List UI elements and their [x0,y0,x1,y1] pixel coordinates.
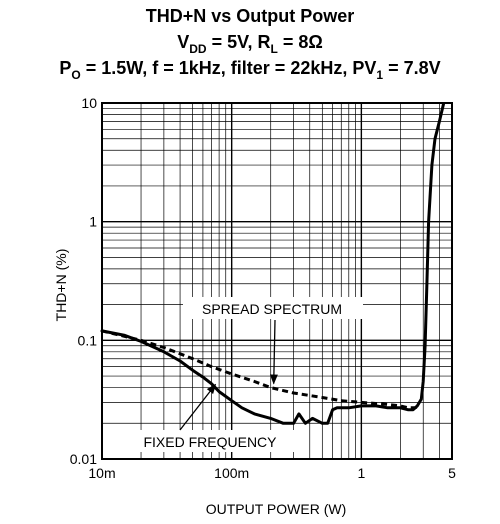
y-tick-label: 10 [81,95,97,111]
tick-labels: 10m 100m 1 5 0.01 0.1 1 10 [70,95,456,481]
x-tick-label: 100m [214,465,249,481]
series-line-spread-spectrum [101,329,420,410]
fixed-frequency-label-bg [124,430,296,452]
y-tick-label: 0.1 [78,332,98,348]
y-tick-label: 0.01 [70,451,97,467]
spread-spectrum-label: SPREAD SPECTRUM [202,301,342,317]
major-gridlines [102,103,452,459]
chart-subtitle-1: VDD = 5V, RL = 8Ω [177,32,323,56]
spread-spectrum-arrow [269,319,278,385]
x-axis-label: OUTPUT POWER (W) [206,501,347,517]
spread-spectrum-label-bg [183,297,363,319]
minor-gridlines [102,103,453,459]
series-layer [100,102,445,425]
chart-subtitle-2: PO = 1.5W, f = 1kHz, filter = 22kHz, PV1… [59,58,440,82]
x-tick-label: 10m [88,465,115,481]
fixed-frequency-arrow [179,383,217,431]
plot-frame [101,102,453,460]
fixed-frequency-label: FIXED FREQUENCY [143,434,277,450]
y-axis-label: THD+N (%) [53,249,69,322]
y-tick-label: 1 [89,214,97,230]
x-tick-label: 1 [357,465,365,481]
series-line-fixed-frequency [100,102,445,425]
chart-title: THD+N vs Output Power [146,6,355,26]
x-tick-label: 5 [448,465,456,481]
